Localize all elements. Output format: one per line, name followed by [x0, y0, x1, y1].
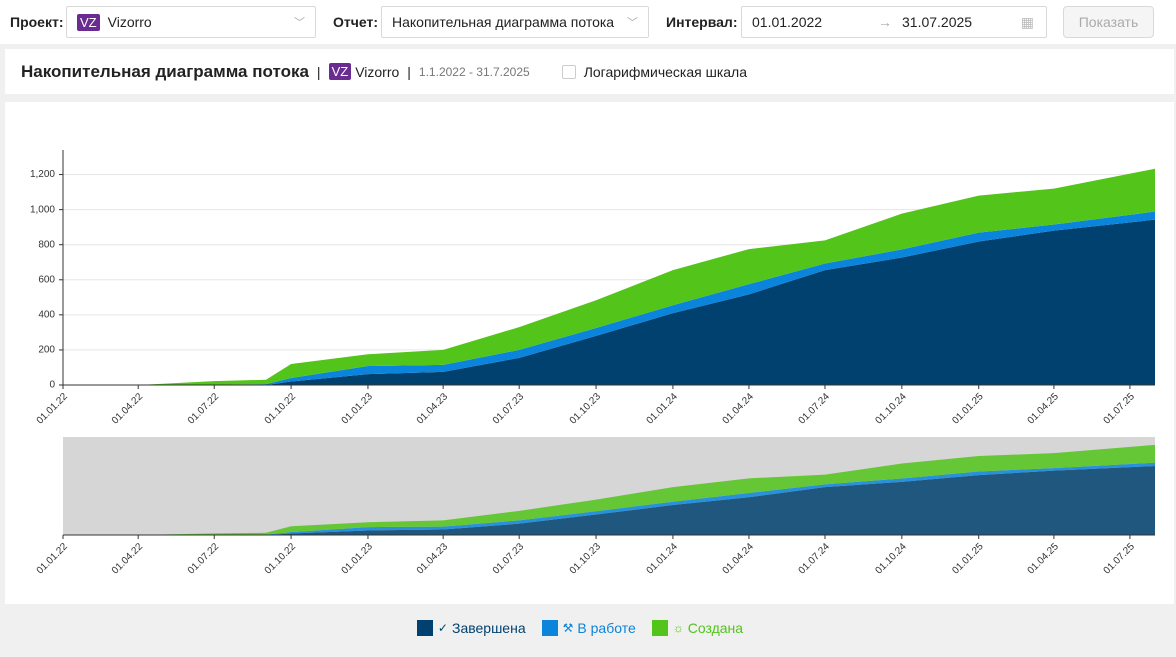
x-tick-label: 01.10.23	[568, 541, 604, 577]
legend-item[interactable]: ✓ Завершена	[416, 620, 526, 636]
legend-item[interactable]: ⚒ В работе	[541, 620, 636, 636]
x-tick-label: 01.04.23	[415, 391, 451, 427]
y-tick-label: 600	[38, 274, 55, 285]
legend-label: В работе	[577, 620, 636, 636]
show-button[interactable]: Показать	[1063, 6, 1154, 38]
date-range[interactable]: 01.01.2022 → 31.07.2025 ▦	[741, 6, 1047, 38]
x-tick-label: 01.01.23	[340, 541, 376, 577]
x-tick-label: 01.01.25	[950, 541, 986, 577]
x-tick-label: 01.07.25	[1102, 391, 1138, 427]
y-tick-label: 800	[38, 239, 55, 250]
x-tick-label: 01.04.24	[721, 391, 757, 427]
x-tick-label: 01.04.22	[110, 541, 146, 577]
area	[63, 466, 1155, 535]
header: Накопительная диаграмма потока | VZ Vizo…	[5, 49, 1174, 94]
swatch	[416, 620, 433, 636]
x-tick-label: 01.04.25	[1026, 391, 1062, 427]
area	[63, 219, 1155, 385]
x-tick-label: 01.01.25	[950, 391, 986, 427]
swatch	[651, 620, 668, 636]
y-tick-label: 0	[49, 380, 55, 391]
x-tick-label: 01.01.22	[35, 541, 71, 577]
date-to: 31.07.2025	[902, 14, 973, 30]
icon: ⚒	[562, 621, 574, 635]
x-tick-label: 01.04.22	[110, 391, 146, 427]
x-tick-label: 01.04.23	[415, 541, 451, 577]
log-label: Логарифмическая шкала	[583, 63, 747, 80]
swatch	[541, 620, 558, 636]
x-tick-label: 01.01.24	[645, 541, 681, 577]
project: Vizorro	[107, 14, 152, 30]
legend-item[interactable]: ☼ Создана	[651, 620, 744, 636]
icon: ☼	[672, 621, 684, 635]
x-tick-label: 01.07.22	[186, 391, 222, 427]
y-tick-label: 400	[38, 309, 55, 320]
legend-label: Завершена	[451, 620, 526, 636]
project-label: Проект:	[10, 14, 64, 30]
x-tick-label: 01.10.22	[263, 541, 299, 577]
report-label: Отчет:	[333, 14, 378, 30]
x-tick-label: 01.07.23	[491, 541, 527, 577]
legend: ✓ Завершена ⚒ В работе ☼ Создана	[0, 620, 1176, 636]
report-select[interactable]: Накопительная диаграмма потока ﹀	[381, 6, 649, 38]
area	[63, 211, 1155, 385]
area	[63, 444, 1155, 535]
x-tick-label: 01.10.23	[568, 391, 604, 427]
x-tick-label: 01.01.23	[340, 391, 376, 427]
badge: VZ	[328, 63, 352, 80]
project-select[interactable]: VZ Vizorro ﹀	[66, 6, 316, 38]
area	[63, 462, 1155, 535]
x-tick-label: 01.07.24	[797, 541, 833, 577]
x-tick-label: 01.01.24	[645, 391, 681, 427]
title: Накопительная диаграмма потока	[21, 61, 309, 81]
y-tick-label: 200	[38, 345, 55, 356]
area	[63, 168, 1155, 385]
sep: |	[407, 63, 411, 80]
legend-label: Создана	[687, 620, 744, 636]
x-tick-label: 01.10.24	[874, 541, 910, 577]
sep: |	[316, 63, 321, 80]
date-from: 01.01.2022	[752, 14, 823, 30]
log-checkbox[interactable]	[561, 64, 576, 79]
x-tick-label: 01.07.25	[1102, 541, 1138, 577]
x-tick-label: 01.01.22	[35, 391, 71, 427]
x-tick-label: 01.07.24	[797, 391, 833, 427]
interval-label: Интервал:	[666, 14, 738, 30]
x-tick-label: 01.04.25	[1026, 541, 1062, 577]
y-tick-label: 1,000	[30, 204, 55, 215]
chart: 0 200 400 600 800 1,000 1,200 01.01.22 01.04.22 0…	[30, 150, 1155, 577]
date-range: 1.1.2022 - 31.7.2025	[418, 64, 530, 79]
y-tick-label: 1,200	[30, 169, 55, 180]
x-tick-label: 01.07.22	[186, 541, 222, 577]
report: Накопительная диаграмма потока	[392, 14, 615, 30]
x-tick-label: 01.10.22	[263, 391, 299, 427]
badge: VZ	[77, 13, 100, 31]
project: Vizorro	[355, 63, 400, 80]
x-tick-label: 01.04.24	[721, 541, 757, 577]
icon: ✓	[437, 621, 448, 635]
x-tick-label: 01.07.23	[491, 391, 527, 427]
x-tick-label: 01.10.24	[874, 391, 910, 427]
